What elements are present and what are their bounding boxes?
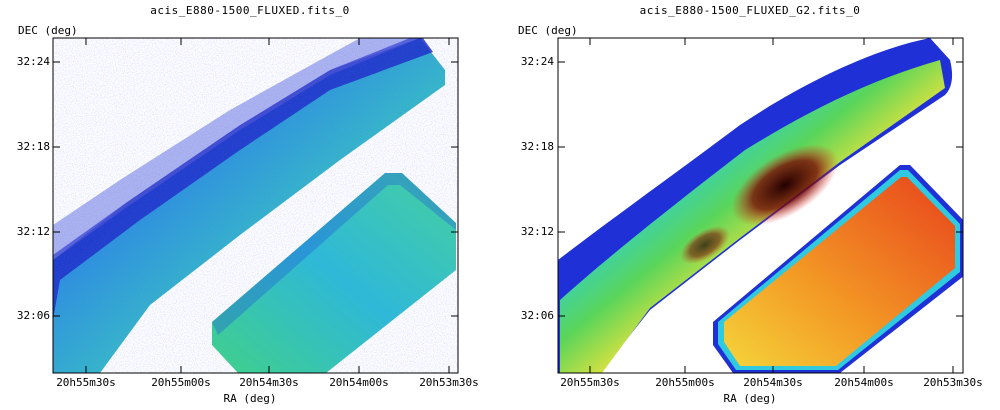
left-lower-strip (212, 173, 456, 373)
right-panel: acis_E880-1500_FLUXED_G2.fits_0 DEC (deg… (500, 0, 1000, 410)
left-panel-title: acis_E880-1500_FLUXED.fits_0 (150, 4, 350, 17)
left-xtick: 20h55m30s (56, 376, 116, 389)
right-panel-title: acis_E880-1500_FLUXED_G2.fits_0 (639, 4, 861, 17)
right-dark-core (731, 144, 839, 226)
right-plot-frame (557, 37, 964, 374)
right-ytick: 32:18 (520, 140, 554, 153)
right-xtick: 20h55m00s (655, 376, 715, 389)
right-xtick: 20h55m30s (560, 376, 620, 389)
left-ytick: 32:18 (16, 140, 50, 153)
right-xtick: 20h54m30s (743, 376, 803, 389)
left-ytick: 32:12 (16, 225, 50, 238)
right-ytick: 32:06 (520, 309, 554, 322)
left-xtick: 20h54m00s (329, 376, 389, 389)
right-image-plot (557, 37, 964, 374)
left-ticks (53, 38, 458, 373)
left-x-axis-label: RA (deg) (223, 392, 277, 405)
right-dark-spot (680, 225, 730, 265)
left-panel: acis_E880-1500_FLUXED.fits_0 DEC (deg) (16, 4, 479, 405)
left-xtick: 20h53m30s (419, 376, 479, 389)
right-x-axis-label: RA (deg) (723, 392, 777, 405)
right-y-axis-label: DEC (deg) (518, 24, 578, 37)
right-ytick: 32:12 (520, 225, 554, 238)
right-ticks (558, 38, 963, 373)
left-y-axis-label: DEC (deg) (18, 24, 78, 37)
left-ytick: 32:24 (16, 55, 50, 68)
left-image-plot (52, 37, 459, 374)
right-xtick: 20h54m00s (834, 376, 894, 389)
right-lower-strip-inner (724, 177, 955, 366)
left-xtick: 20h55m00s (151, 376, 211, 389)
right-xtick: 20h53m30s (923, 376, 983, 389)
left-ytick: 32:06 (16, 309, 50, 322)
left-plot-frame (52, 37, 459, 374)
right-ytick: 32:24 (520, 55, 554, 68)
left-xtick: 20h54m30s (239, 376, 299, 389)
